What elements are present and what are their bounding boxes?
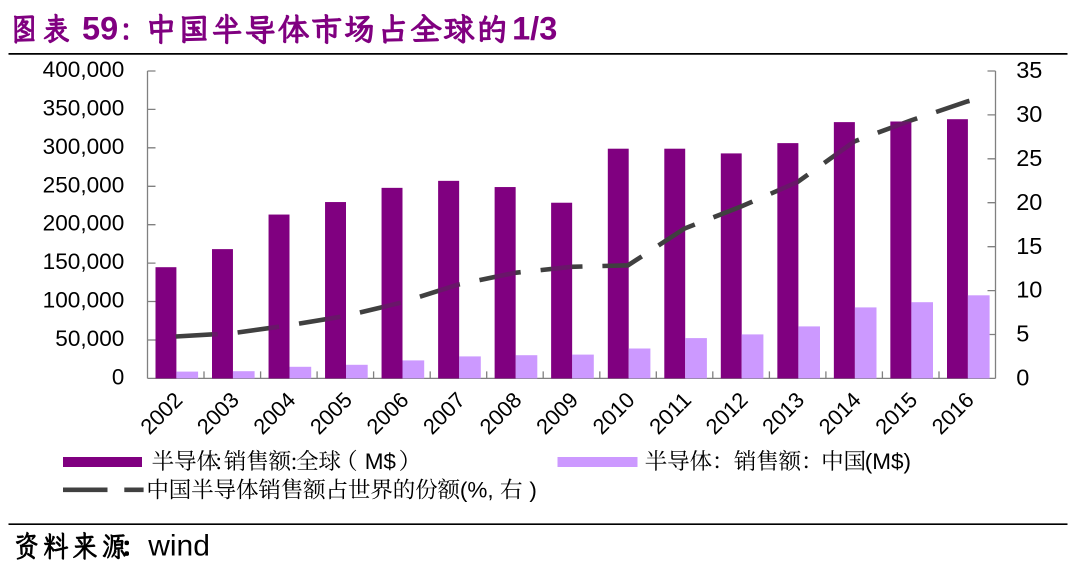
svg-text:wind: wind (147, 530, 210, 563)
svg-text:30: 30 (1016, 101, 1042, 127)
svg-text:150,000: 150,000 (43, 249, 125, 274)
svg-text:(M$): (M$) (865, 449, 911, 474)
svg-text:20: 20 (1016, 189, 1042, 215)
svg-text:59: 59 (82, 11, 118, 47)
svg-text:): ) (529, 478, 537, 503)
svg-text:35: 35 (1016, 57, 1042, 83)
svg-text:0: 0 (112, 364, 124, 389)
svg-text:100,000: 100,000 (43, 288, 125, 313)
svg-text:250,000: 250,000 (43, 172, 125, 197)
svg-text:350,000: 350,000 (43, 95, 125, 120)
svg-text:0: 0 (1016, 365, 1029, 391)
svg-text:10: 10 (1016, 277, 1042, 303)
svg-text:200,000: 200,000 (43, 211, 125, 236)
svg-text:25: 25 (1016, 145, 1042, 171)
svg-text:(%,: (%, (460, 478, 494, 503)
svg-text:50,000: 50,000 (55, 326, 124, 351)
svg-text:400,000: 400,000 (43, 57, 125, 82)
svg-text:M$: M$ (365, 449, 397, 474)
svg-text:300,000: 300,000 (43, 134, 125, 159)
svg-text:5: 5 (1016, 321, 1029, 347)
svg-text:1/3: 1/3 (512, 11, 557, 47)
svg-text:15: 15 (1016, 233, 1042, 259)
